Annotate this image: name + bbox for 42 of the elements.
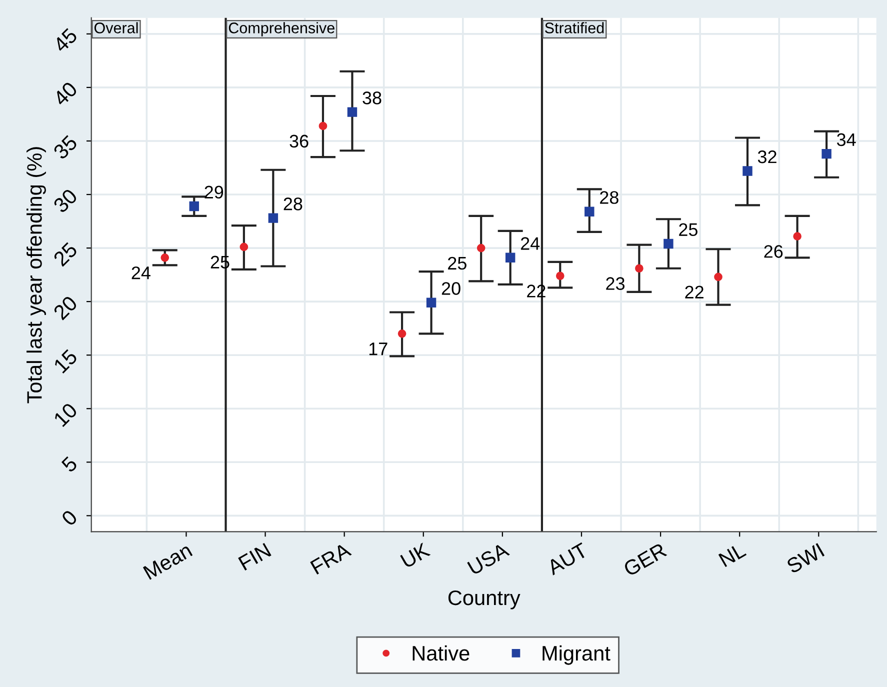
y-tick-label: 30	[52, 188, 78, 214]
x-tick-label: NL	[718, 542, 747, 567]
data-label: 28	[284, 198, 302, 210]
data-label: 24	[520, 237, 540, 250]
y-tick-label: 15	[53, 348, 78, 374]
y-tick-label: 45	[52, 28, 78, 54]
data-label: 29	[204, 186, 224, 199]
y-tick-label: 35	[52, 134, 78, 160]
data-label: 36	[290, 134, 308, 148]
data-label: 25	[448, 256, 466, 270]
y-axis-title: Total last year offending (%)	[26, 147, 46, 404]
data-label: 26	[764, 245, 783, 258]
data-label: 25	[679, 223, 698, 236]
data-label: 23	[606, 277, 625, 290]
x-tick-label: FRA	[310, 542, 352, 575]
y-tick-label: 20	[52, 294, 78, 320]
y-tick-label: 25	[52, 241, 78, 267]
data-label: 32	[758, 150, 776, 164]
y-tick-label: 5	[60, 456, 78, 474]
data-label: 38	[362, 92, 382, 104]
y-tick-label: 0	[60, 509, 78, 527]
y-tick-label: 40	[52, 80, 78, 107]
legend-label: Migrant	[542, 645, 610, 665]
annotation: Comprehensive	[228, 22, 334, 36]
annotation: Stratified	[545, 22, 604, 34]
data-label: 17	[369, 342, 388, 356]
x-tick-label: SWI	[786, 542, 825, 574]
data-label: 22	[685, 286, 704, 298]
x-tick-label: FIN	[238, 542, 272, 570]
x-tick-label: UK	[400, 542, 431, 568]
data-label: 24	[132, 266, 150, 280]
x-tick-label: GER	[622, 542, 668, 577]
x-tick-label: Mean	[142, 542, 193, 580]
data-label: 20	[442, 282, 460, 295]
x-tick-label: AUT	[546, 542, 589, 576]
x-tick-label: USA	[467, 542, 510, 576]
y-tick-label: 10	[53, 402, 78, 428]
annotation: Overal	[94, 22, 138, 34]
data-label: 28	[600, 191, 618, 204]
x-axis-title: Country	[448, 590, 520, 610]
data-label: 34	[836, 133, 856, 146]
legend-label: Native	[412, 645, 470, 661]
